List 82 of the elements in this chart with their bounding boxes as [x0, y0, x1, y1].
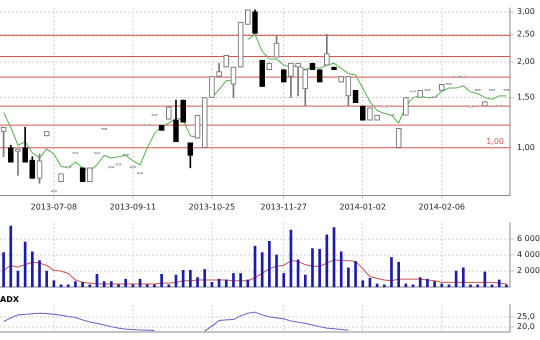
- bar: [390, 257, 393, 288]
- bar: [74, 281, 77, 288]
- bar: [224, 280, 228, 288]
- bar: [96, 274, 98, 288]
- bar: [30, 251, 34, 288]
- bar: [433, 281, 436, 288]
- bar: [210, 282, 214, 288]
- bar: [124, 278, 128, 288]
- x-tick-label: 2013-11-27: [260, 202, 307, 212]
- bar: [60, 284, 62, 288]
- bar: [174, 274, 178, 288]
- bar: [260, 252, 264, 288]
- bar: [239, 273, 242, 288]
- bar: [469, 284, 472, 288]
- bar: [102, 281, 106, 288]
- y-tick-label: 2,00: [517, 57, 535, 66]
- bar: [182, 270, 184, 288]
- bar: [462, 268, 465, 288]
- bar: [268, 240, 271, 288]
- bar: [2, 252, 5, 288]
- ref-line-label: 1,00: [486, 136, 504, 146]
- bar: [189, 270, 192, 288]
- bar: [440, 284, 444, 288]
- bar: [490, 284, 494, 288]
- bar: [246, 280, 250, 288]
- bar: [340, 251, 343, 288]
- y-tick-label: 1,50: [517, 92, 535, 102]
- bar: [484, 272, 486, 288]
- x-tick-label: 2014-02-06: [418, 202, 466, 212]
- bar: [311, 248, 314, 288]
- bar: [138, 278, 142, 288]
- bar: [332, 227, 336, 288]
- bar: [347, 268, 350, 288]
- bar: [361, 280, 364, 288]
- bar: [318, 249, 321, 288]
- x-tick-label: 2013-10-25: [188, 202, 236, 212]
- x-tick-label: 2014-01-02: [339, 202, 386, 212]
- y-tick-label: 25,0: [517, 312, 535, 321]
- bar: [45, 270, 48, 288]
- bar: [16, 270, 20, 288]
- bar: [232, 273, 235, 288]
- bar: [81, 282, 84, 288]
- bar: [24, 242, 26, 288]
- y-tick-label: 2,50: [517, 29, 535, 38]
- chart-title: ADX: [0, 294, 20, 304]
- bar: [376, 284, 378, 288]
- bar: [326, 234, 328, 288]
- bar: [38, 260, 41, 288]
- bar: [304, 274, 307, 288]
- y-tick-label: 6 000: [517, 234, 540, 243]
- bar: [412, 284, 414, 288]
- bar: [218, 278, 220, 288]
- bar: [368, 278, 372, 288]
- x-tick-label: 2013-09-11: [110, 202, 156, 212]
- y-tick-label: 1,00: [517, 142, 535, 152]
- y-tick-label: 3,00: [517, 6, 535, 16]
- bar: [160, 274, 163, 288]
- bar: [426, 278, 429, 288]
- bar: [52, 280, 56, 288]
- bar: [448, 284, 450, 288]
- x-tick-label: 2013-07-08: [30, 202, 78, 212]
- bar: [117, 284, 120, 288]
- bar: [110, 281, 113, 288]
- y-tick-label: 20,0: [517, 322, 535, 332]
- bar: [153, 284, 156, 288]
- bar: [354, 261, 357, 288]
- bar: [418, 277, 422, 288]
- bar: [454, 270, 458, 288]
- bar: [404, 284, 408, 288]
- bar: [498, 280, 501, 288]
- bar: [275, 254, 278, 288]
- bar: [290, 230, 292, 288]
- bar: [282, 273, 286, 288]
- bar: [203, 269, 206, 288]
- bar: [9, 226, 12, 288]
- candlestick: [15, 148, 21, 176]
- y-tick-label: 2 000: [517, 266, 540, 276]
- bar: [254, 246, 256, 288]
- y-tick-label: 4 000: [517, 250, 540, 260]
- bar: [196, 277, 199, 288]
- bar: [397, 262, 400, 288]
- bar: [296, 260, 300, 288]
